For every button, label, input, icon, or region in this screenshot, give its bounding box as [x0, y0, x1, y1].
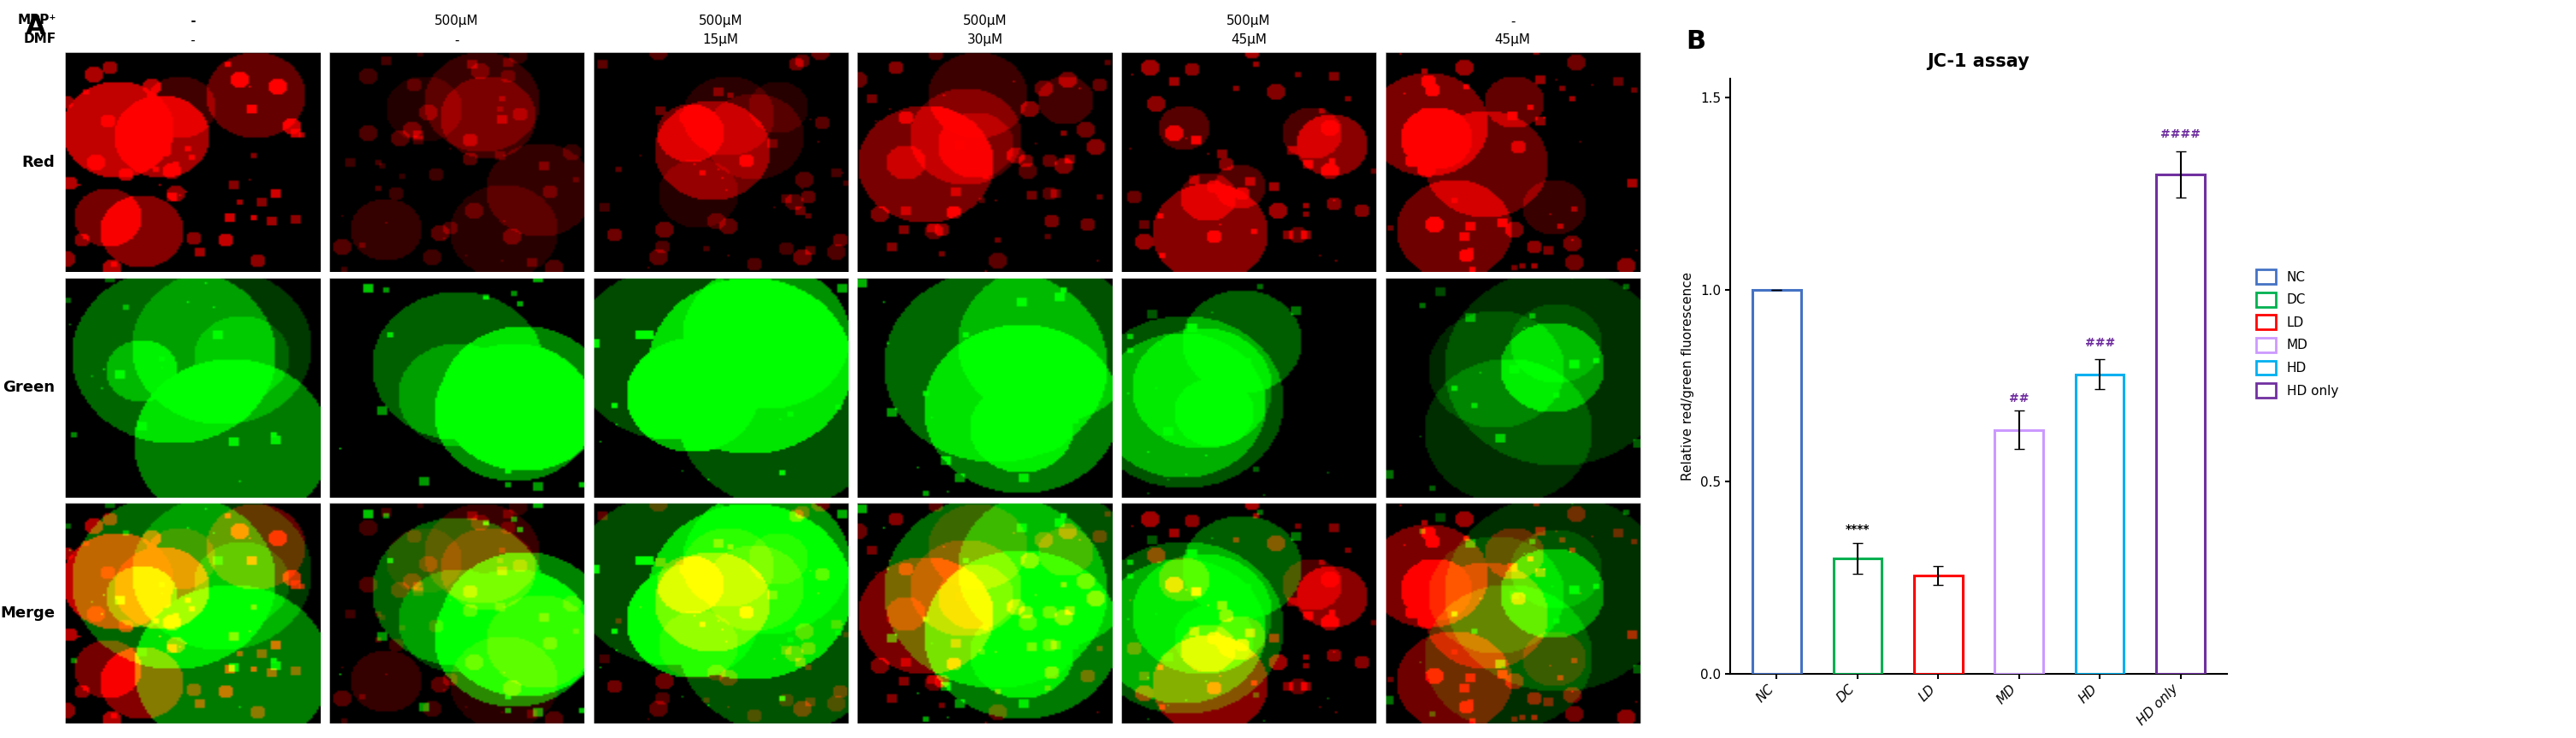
Text: 500μM: 500μM — [435, 15, 479, 28]
Text: 500μM: 500μM — [1226, 15, 1270, 28]
Text: 15μM: 15μM — [703, 34, 739, 46]
Text: -: - — [1510, 15, 1515, 28]
Text: 30μM: 30μM — [966, 34, 1002, 46]
Text: Merge: Merge — [0, 605, 54, 621]
Text: DMF: DMF — [23, 32, 57, 45]
Text: 45μM: 45μM — [1231, 34, 1267, 46]
Text: A: A — [26, 15, 46, 40]
Text: -: - — [191, 15, 196, 28]
Text: Green: Green — [3, 380, 54, 396]
Text: -: - — [191, 34, 196, 46]
Text: -: - — [453, 34, 459, 46]
Text: 500μM: 500μM — [698, 15, 742, 28]
Text: Red: Red — [21, 154, 54, 170]
Text: 45μM: 45μM — [1494, 34, 1530, 46]
Text: MPP⁺: MPP⁺ — [18, 13, 57, 27]
Legend: NC, DC, LD, MD, HD, HD only: NC, DC, LD, MD, HD, HD only — [2251, 264, 2344, 403]
Text: B: B — [1687, 29, 1705, 54]
Text: 500μM: 500μM — [963, 15, 1007, 28]
